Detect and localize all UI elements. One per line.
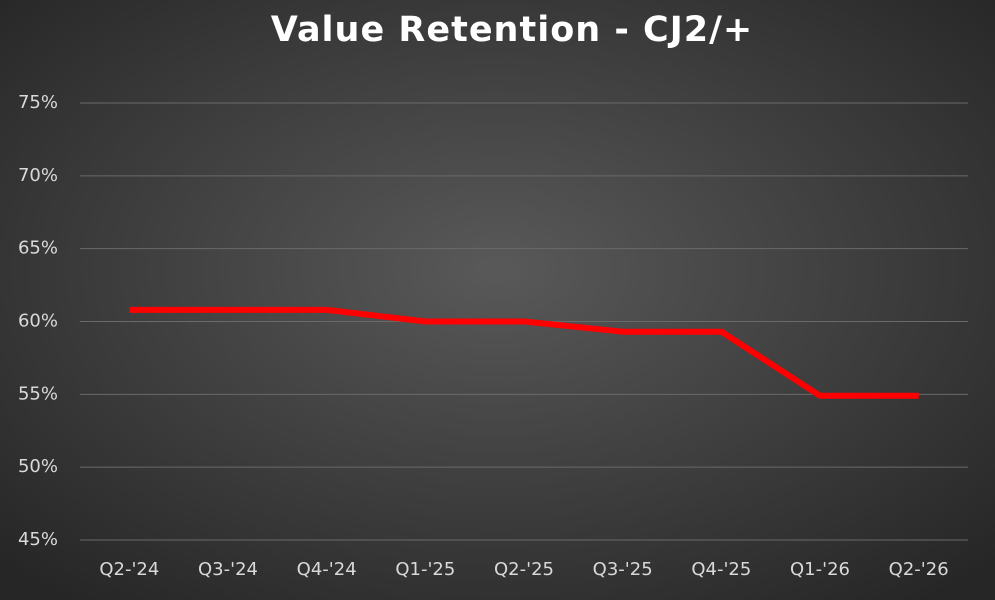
x-tick-label: Q1-'26 (790, 559, 850, 580)
x-tick-label: Q4-'25 (691, 559, 751, 580)
x-tick-label: Q1-'25 (395, 559, 455, 580)
x-tick-label: Q3-'24 (198, 559, 258, 580)
x-tick-label: Q2-'24 (99, 559, 159, 580)
y-tick-label: 45% (18, 529, 58, 550)
x-tick-label: Q4-'24 (297, 559, 357, 580)
y-tick-label: 60% (18, 311, 58, 332)
x-tick-label: Q3-'25 (593, 559, 653, 580)
chart-title: Value Retention - CJ2/+ (271, 10, 753, 50)
y-tick-label: 65% (18, 238, 58, 259)
x-tick-label: Q2-'25 (494, 559, 554, 580)
x-tick-label: Q2-'26 (889, 559, 949, 580)
y-tick-label: 70% (18, 165, 58, 186)
y-tick-label: 75% (18, 92, 58, 113)
data-line (129, 306, 919, 399)
y-tick-label: 50% (18, 456, 58, 477)
y-tick-label: 55% (18, 383, 58, 404)
